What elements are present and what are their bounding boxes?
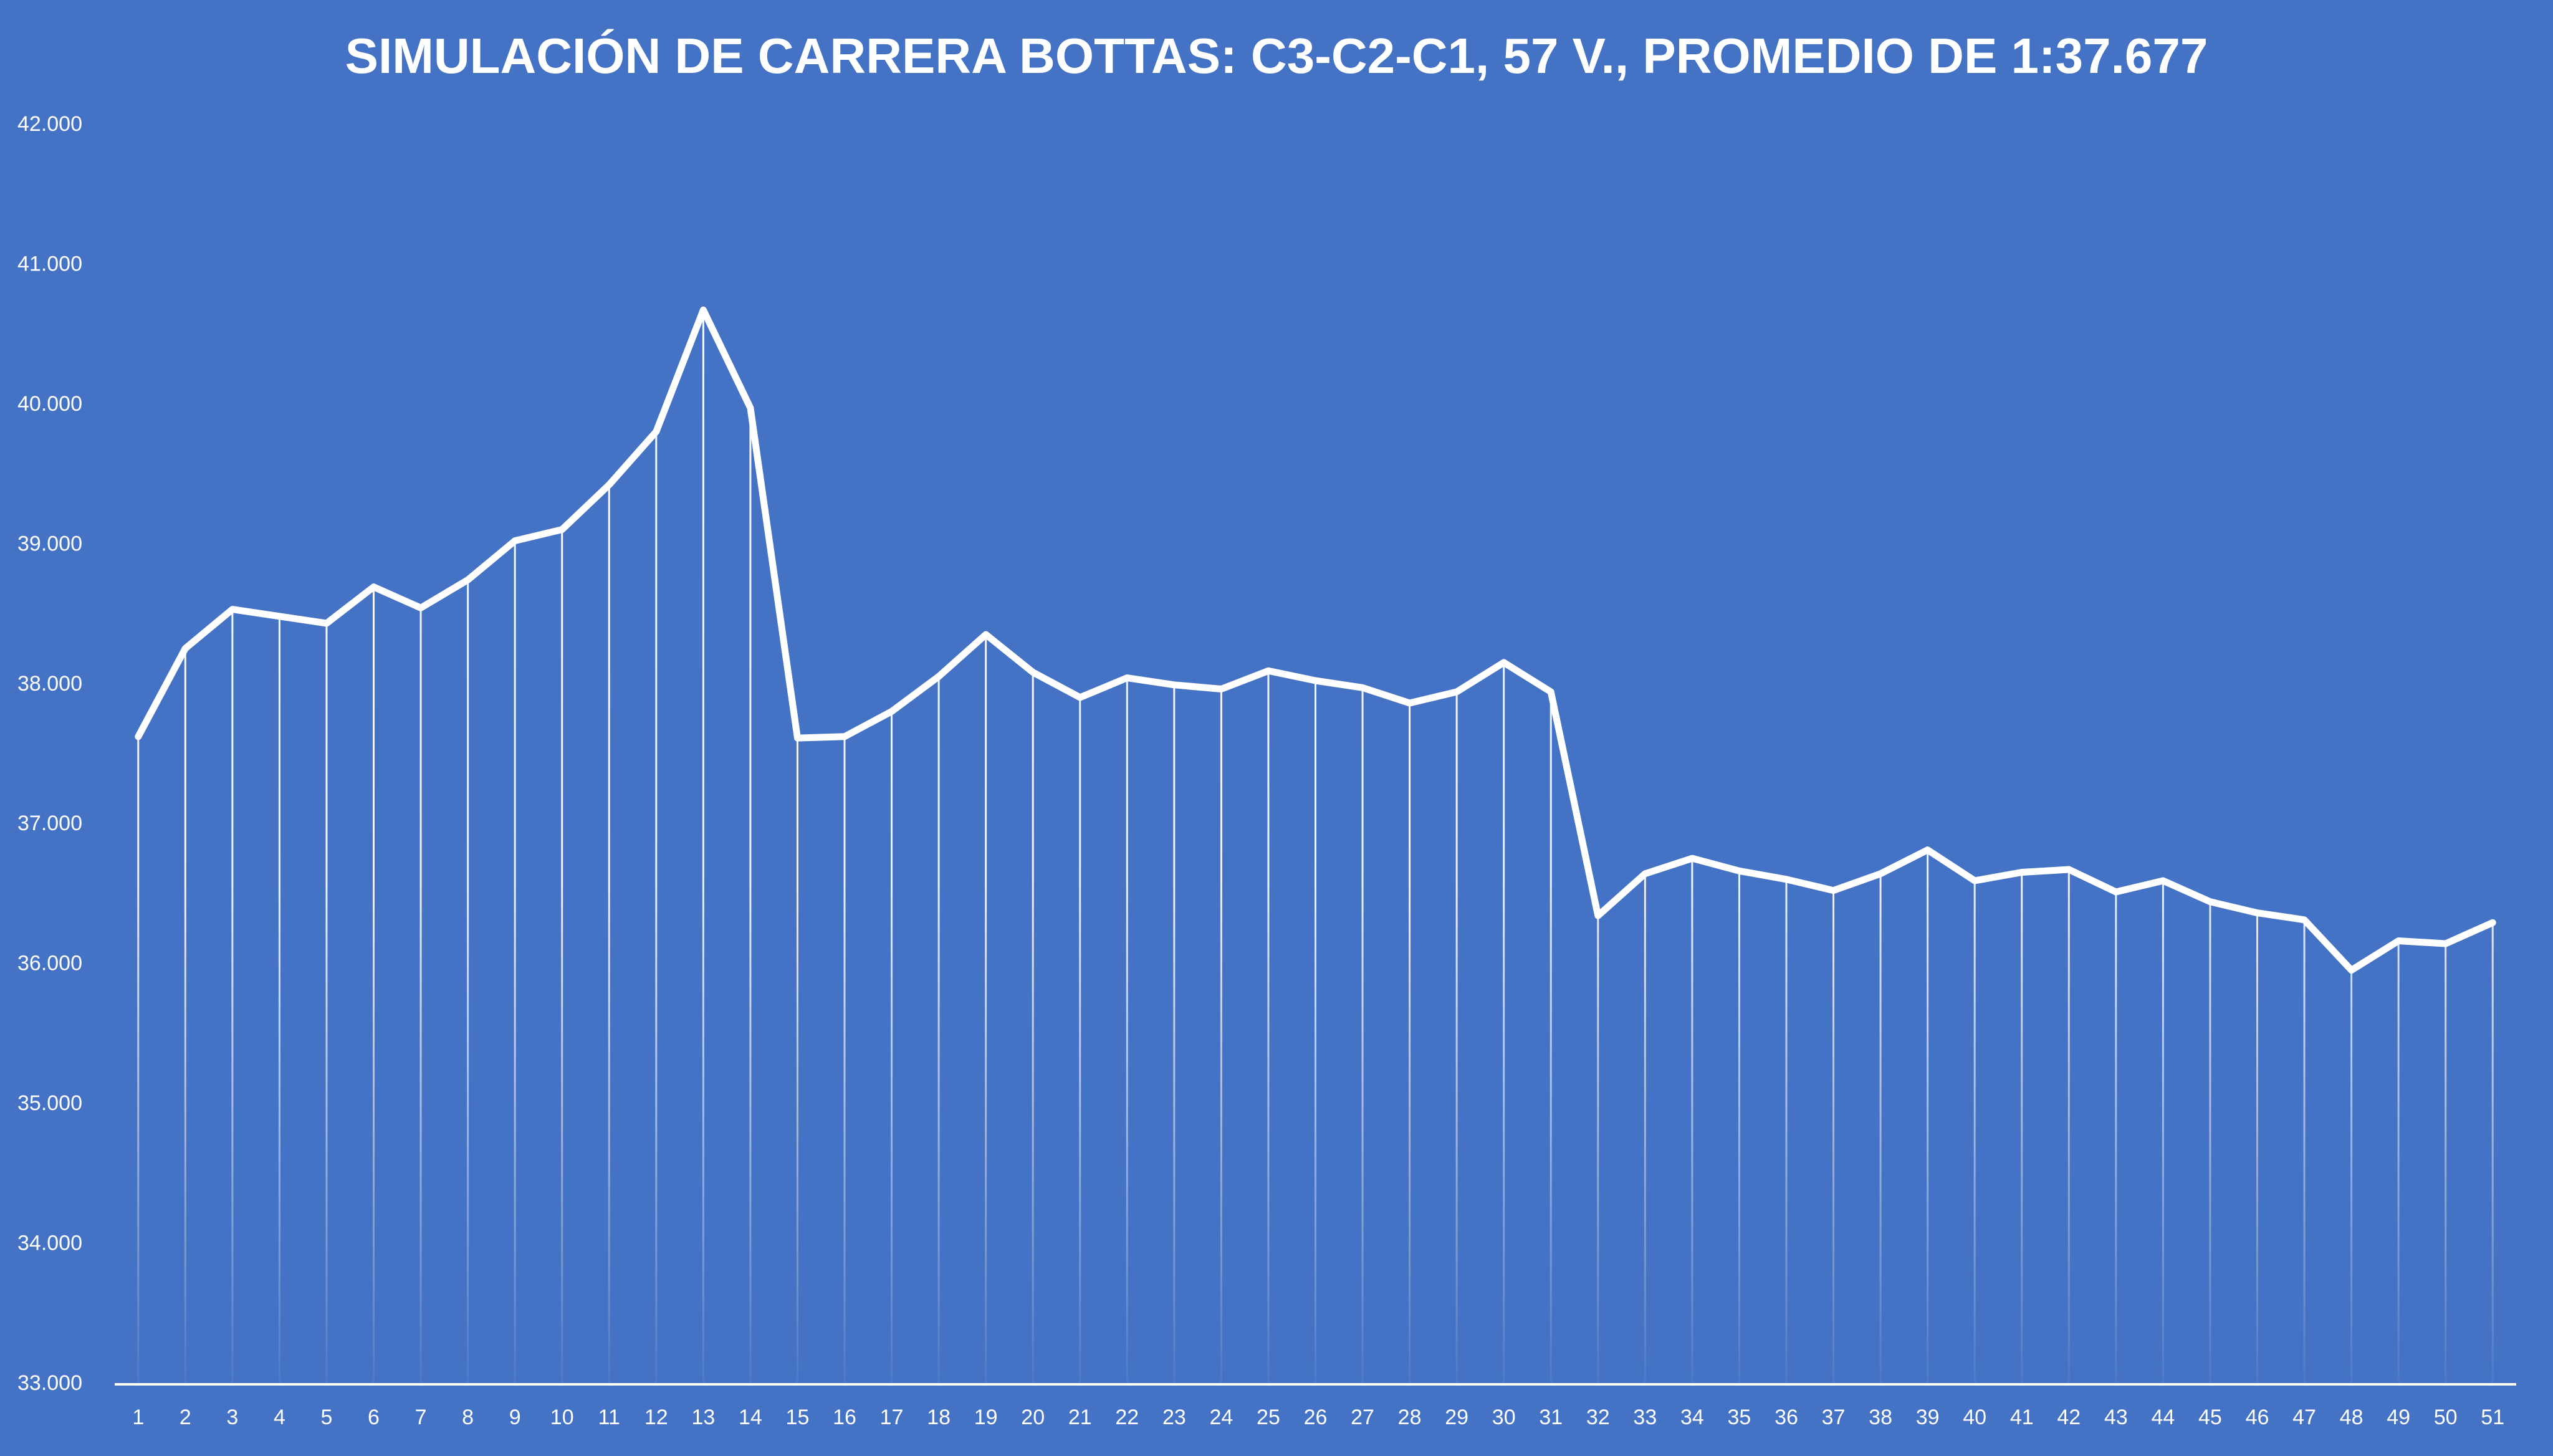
chart-title: SIMULACIÓN DE CARRERA BOTTAS: C3-C2-C1, … xyxy=(345,28,2208,84)
x-tick-label: 36 xyxy=(1775,1406,1798,1429)
data-line xyxy=(135,306,2496,974)
x-tick-label: 29 xyxy=(1445,1406,1468,1429)
x-tick-label: 17 xyxy=(880,1406,904,1429)
x-tick-label: 9 xyxy=(509,1406,521,1429)
x-tick-label: 10 xyxy=(550,1406,574,1429)
x-tick-label: 6 xyxy=(368,1406,380,1429)
x-tick-label: 31 xyxy=(1539,1406,1563,1429)
x-tick-label: 21 xyxy=(1068,1406,1092,1429)
x-tick-label: 33 xyxy=(1633,1406,1657,1429)
x-tick-label: 22 xyxy=(1115,1406,1139,1429)
x-tick-label: 20 xyxy=(1021,1406,1045,1429)
x-tick-label: 51 xyxy=(2481,1406,2504,1429)
x-tick-label: 49 xyxy=(2387,1406,2410,1429)
x-tick-label: 39 xyxy=(1916,1406,1940,1429)
x-tick-label: 23 xyxy=(1162,1406,1186,1429)
x-tick-label: 50 xyxy=(2434,1406,2458,1429)
x-tick-label: 5 xyxy=(321,1406,333,1429)
y-tick-label: 37.000 xyxy=(17,812,82,835)
x-tick-label: 19 xyxy=(974,1406,998,1429)
x-tick-label: 40 xyxy=(1963,1406,1986,1429)
x-tick-label: 12 xyxy=(644,1406,668,1429)
x-tick-label: 15 xyxy=(786,1406,810,1429)
x-tick-label: 48 xyxy=(2340,1406,2364,1429)
x-tick-label: 1 xyxy=(132,1406,144,1429)
x-tick-label: 45 xyxy=(2198,1406,2222,1429)
x-tick-label: 34 xyxy=(1680,1406,1704,1429)
y-tick-label: 38.000 xyxy=(17,672,82,696)
x-tick-label: 37 xyxy=(1822,1406,1846,1429)
x-tick-label: 11 xyxy=(598,1406,620,1429)
y-tick-label: 35.000 xyxy=(17,1091,82,1115)
x-tick-label: 3 xyxy=(226,1406,238,1429)
x-tick-label: 38 xyxy=(1869,1406,1892,1429)
x-tick-label: 25 xyxy=(1257,1406,1280,1429)
x-tick-label: 2 xyxy=(180,1406,191,1429)
x-tick-label: 26 xyxy=(1304,1406,1328,1429)
x-tick-label: 46 xyxy=(2246,1406,2269,1429)
x-tick-label: 13 xyxy=(691,1406,715,1429)
x-tick-label: 7 xyxy=(415,1406,427,1429)
x-tick-label: 18 xyxy=(927,1406,951,1429)
x-tick-label: 4 xyxy=(274,1406,285,1429)
y-tick-label: 42.000 xyxy=(17,112,82,136)
x-tick-label: 24 xyxy=(1209,1406,1233,1429)
x-tick-label: 32 xyxy=(1586,1406,1610,1429)
x-tick-label: 43 xyxy=(2104,1406,2128,1429)
y-tick-label: 34.000 xyxy=(17,1232,82,1255)
x-tick-label: 16 xyxy=(833,1406,856,1429)
x-tick-label: 42 xyxy=(2057,1406,2081,1429)
x-tick-label: 14 xyxy=(739,1406,762,1429)
x-tick-label: 35 xyxy=(1728,1406,1751,1429)
x-tick-label: 44 xyxy=(2151,1406,2175,1429)
x-tick-label: 41 xyxy=(2010,1406,2034,1429)
x-tick-label: 27 xyxy=(1351,1406,1374,1429)
y-tick-label: 41.000 xyxy=(17,252,82,275)
x-tick-label: 47 xyxy=(2292,1406,2316,1429)
y-tick-label: 36.000 xyxy=(17,952,82,975)
x-tick-label: 8 xyxy=(462,1406,474,1429)
x-tick-label: 30 xyxy=(1492,1406,1516,1429)
y-tick-label: 33.000 xyxy=(17,1371,82,1395)
x-tick-label: 28 xyxy=(1398,1406,1422,1429)
y-tick-label: 39.000 xyxy=(17,532,82,555)
y-tick-label: 40.000 xyxy=(17,392,82,416)
